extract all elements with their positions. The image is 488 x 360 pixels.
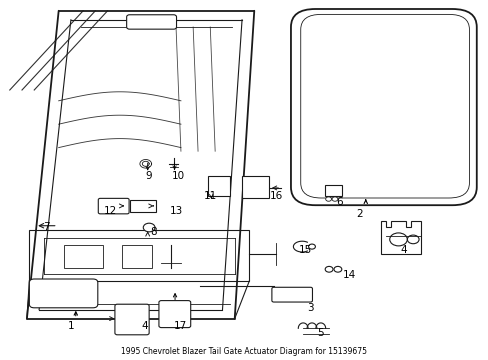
Text: 3: 3 bbox=[306, 303, 313, 313]
Circle shape bbox=[325, 266, 332, 272]
Text: 1995 Chevrolet Blazer Tail Gate Actuator Diagram for 15139675: 1995 Chevrolet Blazer Tail Gate Actuator… bbox=[121, 347, 367, 356]
Bar bbox=[63, 245, 102, 268]
Text: 8: 8 bbox=[150, 227, 157, 237]
Text: 10: 10 bbox=[172, 171, 184, 181]
Text: 13: 13 bbox=[169, 206, 183, 216]
Text: 4: 4 bbox=[141, 321, 147, 331]
Text: 5: 5 bbox=[316, 328, 323, 338]
Bar bbox=[122, 245, 151, 268]
Text: 14: 14 bbox=[342, 270, 356, 280]
Text: 17: 17 bbox=[174, 321, 187, 331]
FancyBboxPatch shape bbox=[290, 9, 476, 205]
Text: 11: 11 bbox=[203, 191, 217, 201]
FancyBboxPatch shape bbox=[159, 301, 190, 328]
Text: 16: 16 bbox=[269, 191, 283, 201]
Text: 9: 9 bbox=[145, 171, 152, 181]
Text: 4: 4 bbox=[399, 245, 406, 255]
Bar bbox=[242, 176, 268, 198]
Text: 7: 7 bbox=[43, 222, 50, 232]
Bar bbox=[207, 176, 229, 196]
Text: 1: 1 bbox=[67, 321, 74, 331]
Circle shape bbox=[331, 197, 337, 201]
Text: 15: 15 bbox=[298, 245, 312, 255]
Text: 6: 6 bbox=[336, 197, 343, 207]
Circle shape bbox=[143, 223, 155, 232]
FancyBboxPatch shape bbox=[29, 279, 98, 308]
FancyBboxPatch shape bbox=[115, 304, 149, 335]
FancyBboxPatch shape bbox=[98, 198, 129, 214]
Text: 2: 2 bbox=[355, 209, 362, 219]
Bar bbox=[129, 200, 156, 212]
Bar bbox=[325, 185, 342, 196]
Circle shape bbox=[308, 244, 315, 249]
Text: 12: 12 bbox=[103, 206, 117, 216]
Circle shape bbox=[333, 266, 341, 272]
FancyBboxPatch shape bbox=[126, 15, 176, 29]
FancyBboxPatch shape bbox=[271, 287, 312, 302]
Circle shape bbox=[325, 197, 331, 201]
